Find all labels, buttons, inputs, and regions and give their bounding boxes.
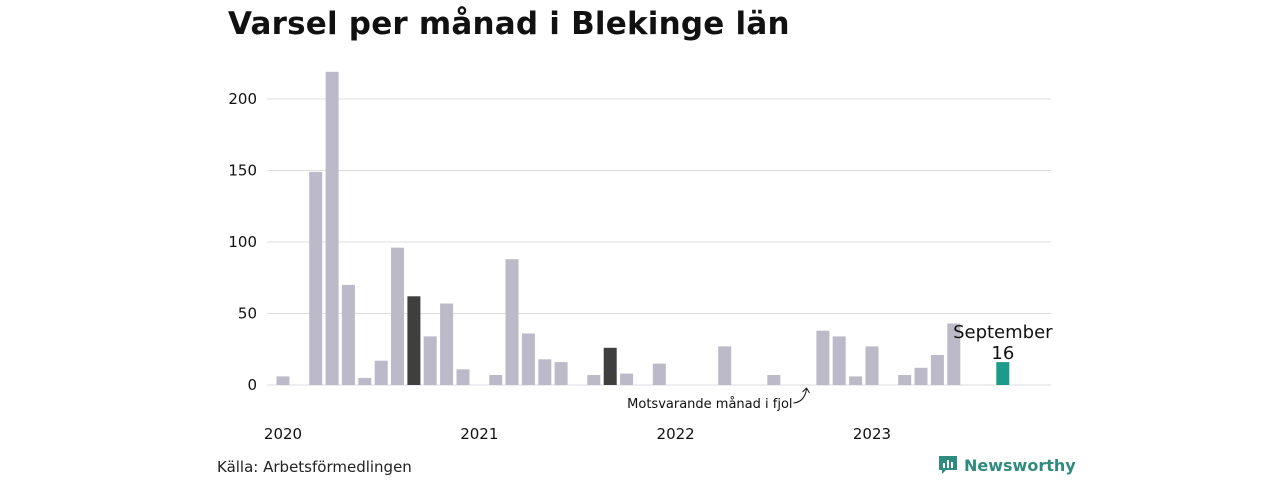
x-tick-label: 2020 [264, 425, 302, 443]
bar-2021-08 [587, 375, 601, 385]
bar-2021-04 [521, 333, 535, 385]
bar-2023-06 [947, 323, 961, 385]
bar-2020-07 [374, 360, 388, 385]
bar-2020-05 [341, 284, 355, 385]
bar-2022-07 [767, 375, 781, 385]
bar-2020-09 [407, 296, 421, 385]
bar-2021-05 [538, 359, 552, 385]
bar-2022-11 [832, 336, 846, 385]
y-tick-label: 50 [238, 305, 257, 323]
y-axis-ticks: 0 50 100 150 200 [228, 90, 257, 394]
bar-2023-05 [930, 355, 944, 385]
bar-2020-06 [358, 377, 372, 385]
gridlines [267, 98, 1051, 386]
bar-2021-10 [620, 373, 634, 385]
source-label: Källa: Arbetsförmedlingen [217, 458, 412, 476]
bar-2020-03 [309, 171, 323, 385]
chart-title: Varsel per månad i Blekinge län [228, 6, 790, 42]
last-year-annotation: Motsvarande månad i fjol [627, 397, 792, 412]
x-axis-year-labels: 2020 2021 2022 2023 [264, 425, 891, 443]
y-tick-label: 0 [247, 376, 257, 394]
x-tick-label: 2022 [657, 425, 695, 443]
bar-2022-04 [718, 346, 732, 385]
bars [276, 71, 1010, 386]
x-tick-label: 2023 [853, 425, 891, 443]
x-tick-label: 2021 [460, 425, 498, 443]
bar-2020-01 [276, 376, 290, 385]
bar-2022-10 [816, 330, 830, 385]
bar-2021-02 [489, 375, 503, 385]
bar-2021-06 [554, 362, 568, 385]
brand-logo: Newsworthy [938, 455, 1076, 475]
annotation-arrowhead [802, 387, 810, 394]
bar-2023-04 [914, 367, 928, 385]
y-tick-label: 200 [228, 90, 257, 108]
callout-value-label: 16 [991, 343, 1014, 364]
y-tick-label: 150 [228, 162, 257, 180]
bar-2021-03 [505, 259, 519, 385]
bar-2020-08 [391, 247, 404, 385]
bar-2020-12 [456, 369, 470, 385]
bar-2020-04 [325, 71, 339, 386]
bar-2020-11 [440, 303, 454, 385]
newsworthy-icon [939, 456, 957, 474]
bar-2023-09 [996, 362, 1010, 385]
bar-2020-10 [423, 336, 437, 385]
bar-2022-12 [849, 376, 863, 385]
y-tick-label: 100 [228, 233, 257, 251]
brand-name: Newsworthy [964, 455, 1076, 475]
annotation-arrow [793, 388, 808, 404]
bar-2021-09 [603, 347, 617, 385]
bar-2023-03 [898, 375, 912, 385]
callout-month-label: September [953, 322, 1053, 343]
bar-2021-12 [652, 363, 666, 385]
bar-2023-01 [865, 346, 879, 385]
